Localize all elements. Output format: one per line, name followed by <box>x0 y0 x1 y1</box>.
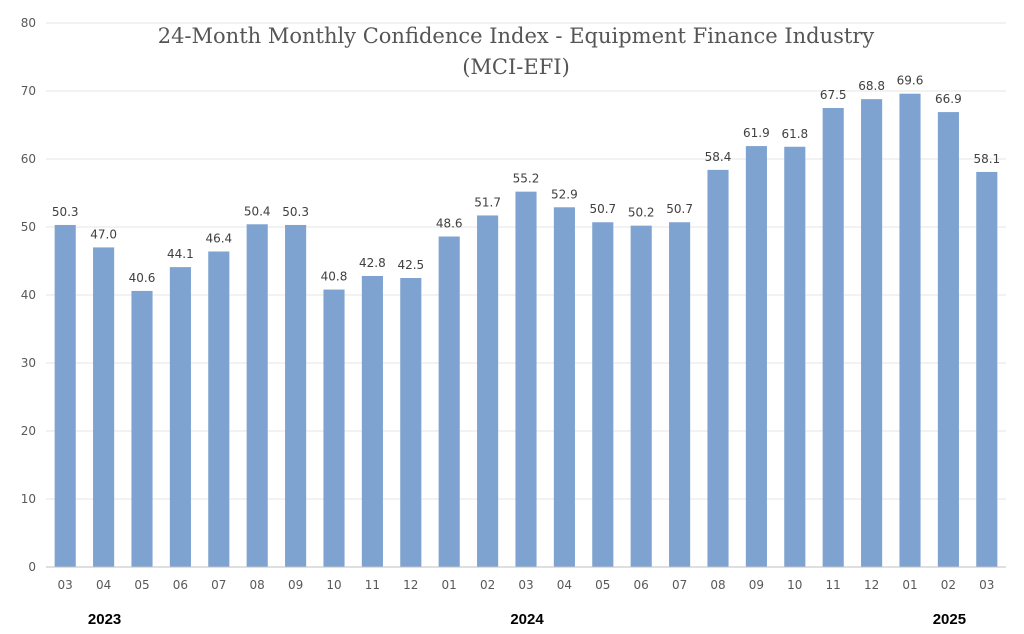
bar <box>54 224 76 567</box>
bar <box>169 267 191 567</box>
bar <box>899 93 921 567</box>
x-tick-label: 02 <box>480 578 495 592</box>
data-label: 46.4 <box>205 231 232 245</box>
x-tick-label: 09 <box>288 578 303 592</box>
data-label: 50.3 <box>52 205 79 219</box>
bar <box>745 146 767 567</box>
x-tick-label: 05 <box>595 578 610 592</box>
data-label: 40.6 <box>129 271 156 285</box>
data-label: 66.9 <box>935 92 962 106</box>
x-tick-label: 09 <box>749 578 764 592</box>
y-tick-label: 80 <box>21 16 36 30</box>
bar <box>361 275 383 567</box>
x-tick-label: 12 <box>864 578 879 592</box>
bar <box>822 108 844 567</box>
x-tick-label: 08 <box>710 578 725 592</box>
bar <box>323 289 345 567</box>
year-label: 2025 <box>933 611 966 628</box>
bar <box>285 224 307 567</box>
data-label: 69.6 <box>897 74 924 88</box>
bars <box>54 93 998 568</box>
data-label: 47.0 <box>90 227 117 241</box>
bar <box>515 191 537 567</box>
x-tick-label: 11 <box>826 578 841 592</box>
y-tick-label: 70 <box>21 84 36 98</box>
chart-title-line-1: 24-Month Monthly Confidence Index - Equi… <box>158 24 875 48</box>
chart-title-line-2: (MCI-EFI) <box>462 55 570 79</box>
y-tick-label: 10 <box>21 492 36 506</box>
x-tick-label: 03 <box>518 578 533 592</box>
data-label: 52.9 <box>551 187 578 201</box>
x-tick-label: 04 <box>96 578 111 592</box>
y-tick-label: 40 <box>21 288 36 302</box>
x-tick-label: 07 <box>211 578 226 592</box>
bar <box>707 169 729 567</box>
x-tick-label: 11 <box>365 578 380 592</box>
x-tick-label: 01 <box>442 578 457 592</box>
x-tick-label: 12 <box>403 578 418 592</box>
x-tick-label: 04 <box>557 578 572 592</box>
data-label: 44.1 <box>167 247 194 261</box>
data-label: 50.4 <box>244 204 271 218</box>
y-tick-label: 0 <box>28 560 36 574</box>
y-tick-label: 30 <box>21 356 36 370</box>
data-label: 48.6 <box>436 217 463 231</box>
x-axis-ticks: 03 04 05 06 07 08 09 10 11 12 01 02 03 04 05 06 07 08 09 10… <box>58 578 995 592</box>
bar <box>438 236 460 567</box>
bar <box>784 146 806 567</box>
bar <box>592 222 614 568</box>
bar <box>208 251 230 568</box>
data-label: 51.7 <box>474 195 501 209</box>
bar <box>131 290 153 567</box>
x-tick-label: 02 <box>941 578 956 592</box>
bar <box>937 112 959 567</box>
data-label: 40.8 <box>321 270 348 284</box>
y-axis-ticks: 0 10 20 30 40 50 60 70 80 <box>21 16 36 574</box>
data-label: 67.5 <box>820 88 847 102</box>
x-tick-label: 10 <box>326 578 341 592</box>
data-label: 50.7 <box>666 202 693 216</box>
bar <box>669 222 691 568</box>
y-tick-label: 60 <box>21 152 36 166</box>
x-tick-label: 03 <box>58 578 73 592</box>
bar <box>630 225 652 567</box>
x-tick-label: 05 <box>134 578 149 592</box>
x-tick-label: 03 <box>979 578 994 592</box>
data-label: 42.8 <box>359 256 386 270</box>
bar <box>93 247 115 567</box>
y-tick-label: 20 <box>21 424 36 438</box>
x-tick-label: 10 <box>787 578 802 592</box>
data-label: 61.9 <box>743 126 770 140</box>
data-label: 61.8 <box>781 127 808 141</box>
bar <box>553 207 575 567</box>
x-tick-label: 01 <box>902 578 917 592</box>
data-labels: 50.3 47.0 40.6 44.1 46.4 50.4 50.3 40.8 42.8 42.5… <box>52 74 1000 285</box>
bar <box>477 215 499 567</box>
x-tick-label: 07 <box>672 578 687 592</box>
data-label: 58.4 <box>705 150 732 164</box>
data-label: 58.1 <box>973 152 1000 166</box>
data-label: 42.5 <box>397 258 424 272</box>
data-label: 50.3 <box>282 205 309 219</box>
data-label: 68.8 <box>858 79 885 93</box>
x-tick-label: 06 <box>634 578 649 592</box>
data-label: 55.2 <box>513 172 540 186</box>
year-labels: 2023 2024 2025 <box>88 611 966 628</box>
data-label: 50.7 <box>589 202 616 216</box>
x-tick-label: 06 <box>173 578 188 592</box>
bar <box>400 278 422 567</box>
bar <box>861 99 883 567</box>
x-tick-label: 08 <box>250 578 265 592</box>
bar <box>246 224 268 567</box>
year-label: 2024 <box>510 611 544 628</box>
year-label: 2023 <box>88 611 121 628</box>
bar <box>976 171 998 568</box>
y-tick-label: 50 <box>21 220 36 234</box>
data-label: 50.2 <box>628 206 655 220</box>
